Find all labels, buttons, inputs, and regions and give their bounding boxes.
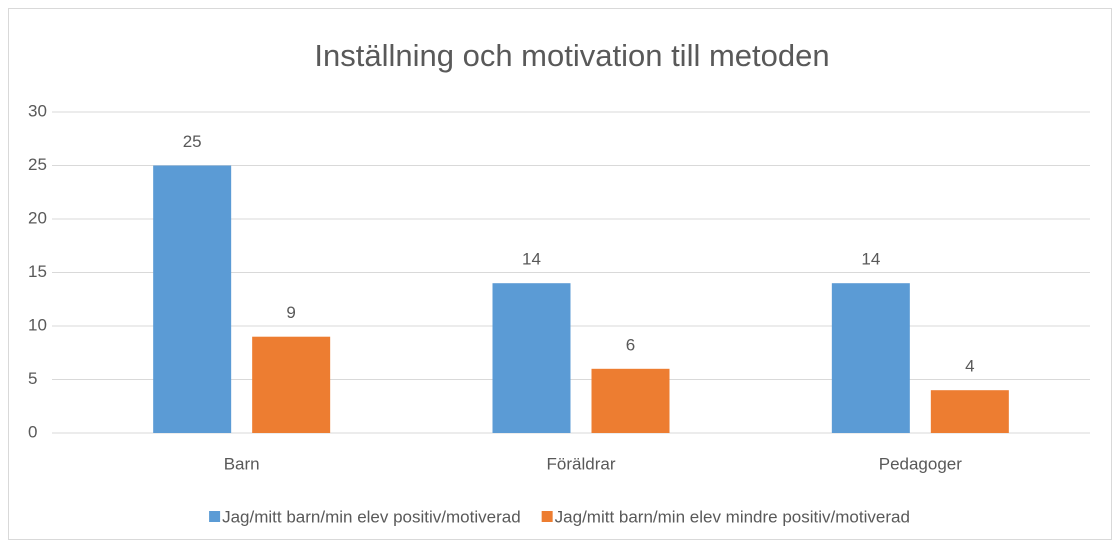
- y-tick-label: 15: [28, 262, 47, 281]
- bar: [930, 390, 1009, 433]
- y-tick-label: 5: [28, 369, 37, 388]
- y-tick-label: 0: [28, 422, 37, 441]
- legend-swatch: [541, 511, 553, 522]
- data-label: 25: [183, 132, 202, 151]
- y-tick-label: 25: [28, 155, 47, 174]
- legend-label: Jag/mitt barn/min elev positiv/motiverad: [222, 507, 521, 526]
- bar: [591, 368, 670, 433]
- bar: [831, 283, 910, 433]
- y-tick-label: 20: [28, 208, 47, 227]
- y-tick-label: 10: [28, 315, 47, 334]
- data-label: 9: [286, 303, 295, 322]
- x-tick-label: Barn: [224, 454, 260, 473]
- bar: [153, 165, 232, 433]
- bar: [492, 283, 571, 433]
- x-tick-label: Föräldrar: [547, 454, 616, 473]
- legend-label: Jag/mitt barn/min elev mindre positiv/mo…: [555, 507, 910, 526]
- legend-swatch: [209, 511, 221, 522]
- chart-title: Inställning och motivation till metoden: [314, 38, 829, 73]
- x-tick-label: Pedagoger: [879, 454, 963, 473]
- data-label: 4: [965, 357, 974, 376]
- bar: [252, 336, 331, 433]
- y-tick-label: 30: [28, 101, 47, 120]
- data-label: 6: [626, 335, 635, 354]
- data-label: 14: [522, 250, 541, 269]
- data-label: 14: [861, 250, 880, 269]
